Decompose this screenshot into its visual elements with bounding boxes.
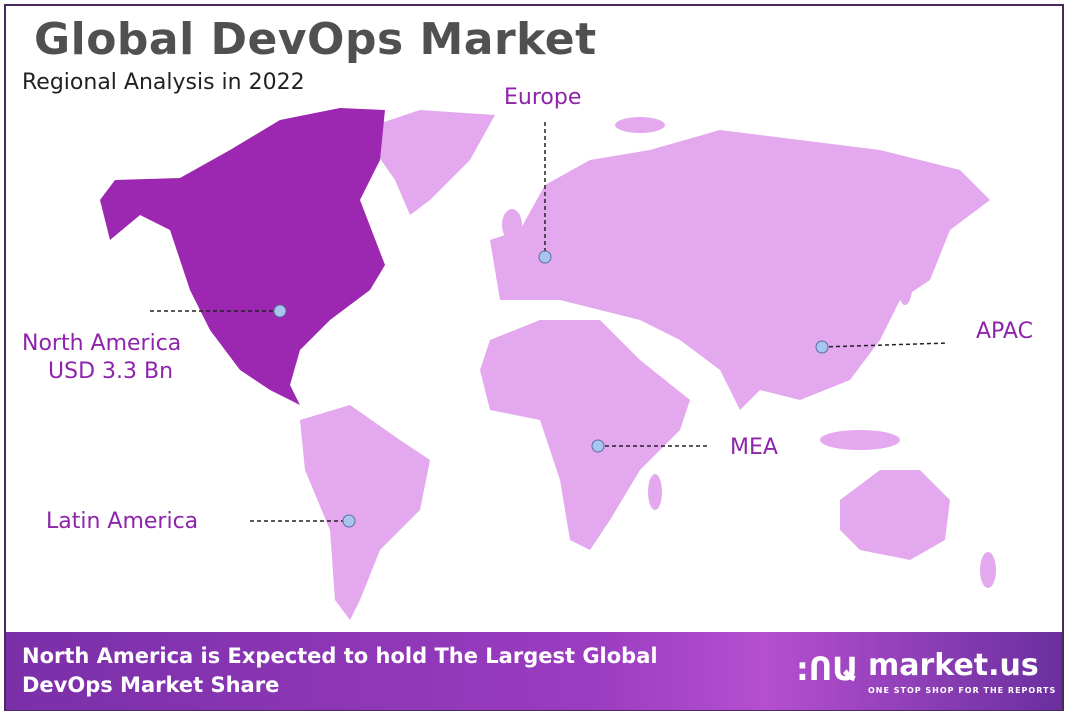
logo-name: market.us [868,648,1039,683]
uk [502,209,522,241]
greenland [360,110,495,215]
page-title: Global DevOps Market [34,14,597,65]
europe-marker [538,250,552,264]
indonesia [820,430,900,450]
label-apac: APAC [976,319,1033,344]
na-marker [273,304,287,318]
mea-marker [591,439,605,453]
label-europe: Europe [504,85,582,110]
logo-tagline: ONE STOP SHOP FOR THE REPORTS [868,686,1057,695]
label-latin-america: Latin America [46,509,199,534]
australia [840,470,950,560]
south-america [300,405,430,620]
frame [4,4,1064,711]
north-america-region [100,108,385,405]
label-mea: MEA [730,435,778,460]
page-subtitle: Regional Analysis in 2022 [22,70,305,95]
banner-line-2: DevOps Market Share [22,673,280,697]
apac-leader [821,342,949,348]
eurasia [490,130,990,410]
japan [897,255,913,305]
banner-line-1: North America is Expected to hold The La… [22,644,658,668]
label-north-america-value: USD 3.3 Bn [48,359,174,384]
latam-marker [342,514,356,528]
apac-marker [815,340,829,354]
africa [480,320,690,550]
footer-banner: North America is Expected to hold The La… [6,632,1062,710]
svalbard [615,117,665,133]
banner-text: North America is Expected to hold The La… [22,642,658,700]
logo-mark-icon: :ՈԱ [796,650,859,688]
label-north-america: North America [22,331,182,356]
madagascar [648,474,662,510]
new-zealand [980,552,996,588]
